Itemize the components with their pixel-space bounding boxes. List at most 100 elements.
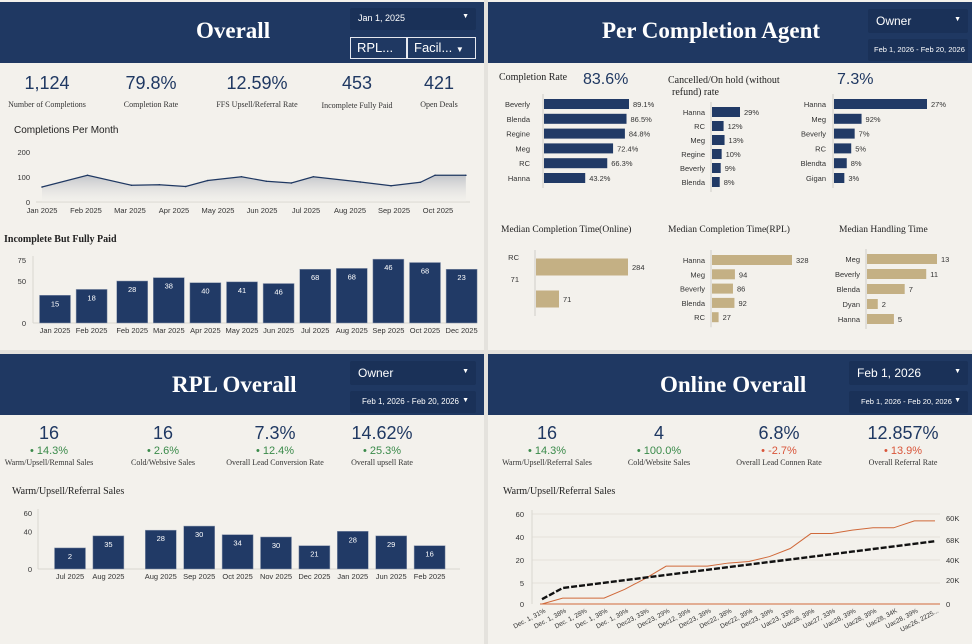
bar [75,289,108,324]
kpi-value: 12.59% [226,73,288,93]
x-tick-label: Jan 2025 [27,206,58,215]
date-range-picker[interactable]: Feb 1, 2026 - Feb 20, 2026 ▼ [849,391,968,413]
date-range-value: Feb 1, 2026 - Feb 20, 2026 [362,397,459,406]
trend-up-dot-icon: • [29,445,37,457]
area-fill [42,175,466,202]
data-label: 72.4% [617,144,639,153]
data-label: 89.1% [633,100,655,109]
date-range-picker[interactable]: Feb 1, 2026 - Feb 20, 2026 ▼ [350,391,476,413]
x-tick-label: Aug 2025 [92,572,124,581]
agent-bar-charts: 89.1% Beverly 86.5% Blenda 84.8% Regine 72.4% M… [505,94,949,329]
x-tick-label: Feb 2025 [70,206,102,215]
chevron-down-icon: ▼ [462,368,469,375]
kpi-label: Cold/Website Sales [627,458,691,467]
median-rpl-title: Median Completion Time(RPL) [668,225,790,235]
owner-filter-value: Owner [358,366,394,380]
category-label: Dyan [842,300,860,309]
bar [445,268,478,324]
kpi-label: Overall Lead Conversion Rate [226,458,324,467]
kpi-label: Warm/Upsell/Remnal Sales [4,458,94,467]
date-filter-dropdown[interactable]: Jan 1, 2025 ▼ [350,8,476,30]
data-label: 30 [272,541,280,550]
y-left-tick-label: 40 [516,533,524,542]
bar [712,149,722,159]
y-right-tick-label: 20K [946,576,959,585]
data-point [240,175,243,178]
category-label: Hanna [838,315,861,324]
trend-up-dot-icon: • [255,445,263,457]
kpi-delta-value: 14.3% [36,445,69,457]
chevron-down-icon: ▼ [954,16,961,23]
bar [712,107,740,117]
bar [544,99,629,109]
x-tick-label: Apr 2025 [159,206,189,215]
facilitator-filter-value: Facil... [414,40,453,55]
data-label: 94 [739,270,747,279]
data-label: 28 [157,534,165,543]
rpl-header: RPL Overall Owner ▼ Feb 1, 2026 - Feb 20,… [0,354,484,415]
bar [299,268,331,324]
category-label: RC [815,144,826,153]
y-right-tick-label: 68K [946,536,959,545]
cancelled-rate-label-line1: Cancelled/On hold (without [668,75,780,86]
category-label: Hanna [508,174,531,183]
kpi-delta-value: 13.9% [890,445,923,457]
bar [712,177,720,187]
bar [712,121,724,131]
bar [834,173,845,183]
bar [145,529,177,570]
data-point [86,174,89,177]
data-label: 16 [425,550,433,559]
x-tick-label: Mar 2025 [153,326,185,335]
online-chart-title: Warm/Upsell/Referral Sales [503,486,616,497]
data-label: 3% [848,174,859,183]
data-label: 84.8% [629,130,651,139]
bar [536,290,559,308]
category-label: Beverly [680,164,705,173]
x-tick-label: Dec 2025 [298,572,330,581]
data-point [359,181,362,183]
y-left-tick-label: 20 [516,556,524,565]
chevron-down-icon: ▼ [462,397,469,404]
bar [867,299,878,309]
facilitator-filter-dropdown[interactable]: Facil... ▼ [407,37,476,59]
data-label: 38 [165,282,173,291]
agent-title: Per Completion Agent [602,18,821,43]
data-label: 284 [632,263,645,272]
rpl-filter-button[interactable]: RPL... [350,37,407,59]
trend-up-dot-icon: • [147,445,154,457]
x-tick-label: Oct 2025 [410,326,440,335]
date-filter-dropdown[interactable]: Feb 1, 2026 ▼ [849,361,968,385]
bar [260,536,292,570]
data-label: 12% [728,122,743,131]
category-label: RC [694,313,705,322]
completion-rate-label: Completion Rate [499,72,568,83]
x-tick-label: Jan 2025 [337,572,368,581]
data-label: 10% [726,150,741,159]
bar [39,295,71,324]
bar [834,99,927,109]
y-tick-label: 100 [17,173,30,182]
category-label: RC [519,159,530,168]
category-label: 71 [511,275,519,284]
bar [226,281,258,324]
data-point [419,181,422,184]
x-tick-label: Jun 2025 [376,572,407,581]
data-point [184,185,187,188]
category-label: Blenda [682,178,706,187]
data-label: 29 [387,540,395,549]
category-label: Beverly [680,285,705,294]
x-tick-label: Jul 2025 [301,326,329,335]
category-label: Blendta [801,159,827,168]
bar [712,255,792,265]
owner-filter-dropdown[interactable]: Owner ▼ [868,9,968,33]
bar [834,158,847,169]
bar [834,128,855,139]
date-range-picker[interactable]: Feb 1, 2026 - Feb 20, 2026 [868,39,968,61]
owner-filter-dropdown[interactable]: Owner ▼ [350,361,476,385]
data-point [465,174,467,177]
trend-up-dot-icon: • [636,445,644,457]
y-tick-label: 60 [24,509,32,518]
kpi-delta: • 2.6% [147,445,179,457]
incomplete-chart-title: Incomplete But Fully Paid [4,234,117,245]
